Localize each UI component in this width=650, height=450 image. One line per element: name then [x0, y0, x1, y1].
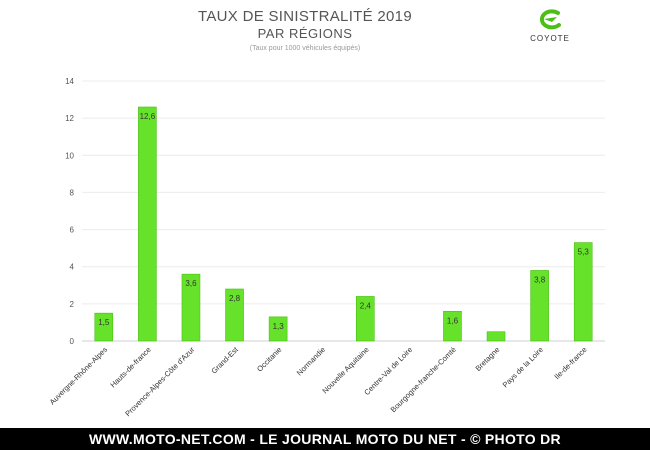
- bar-chart: 0 2 4 6 8 10 12 14 1,5 12,6 3,6 2,8 1,3 2,4 1,6 3,8 5,3…: [48, 77, 605, 418]
- data-label: 1,5: [98, 318, 110, 327]
- bar: [138, 106, 157, 342]
- y-tick-label: 2: [70, 300, 75, 309]
- data-label: 5,3: [578, 248, 590, 257]
- data-label: 2,8: [229, 294, 241, 303]
- x-tick-label: Grand-Est: [209, 344, 240, 375]
- y-tick-label: 8: [70, 188, 75, 197]
- coyote-logo-icon: [539, 9, 561, 30]
- y-tick-label: 0: [70, 337, 75, 346]
- coyote-logo: COYOTE: [520, 8, 580, 43]
- x-axis-labels: Auvergne-Rhône-Alpes Hauts-de-franceProve…: [48, 344, 589, 418]
- bar: [355, 296, 375, 342]
- x-tick-label: Normandie: [295, 345, 327, 377]
- data-label: 3,6: [185, 279, 197, 288]
- chart-header: TAUX DE SINISTRALITÉ 2019 PAR RÉGIONS (T…: [0, 8, 610, 55]
- footer-banner: WWW.MOTO-NET.COM - LE JOURNAL MOTO DU NE…: [0, 428, 650, 450]
- bar: [181, 273, 201, 342]
- bar: [94, 312, 114, 342]
- bar: [573, 242, 593, 342]
- bars: 1,5 12,6 3,6 2,8 1,3 2,4 1,6 3,8 5,3: [94, 106, 593, 342]
- bar: [486, 331, 506, 342]
- chart-title: TAUX DE SINISTRALITÉ 2019: [198, 8, 412, 25]
- y-tick-label: 12: [65, 114, 74, 123]
- chart-subtitle: PAR RÉGIONS: [257, 26, 353, 41]
- data-label: 2,4: [360, 301, 372, 310]
- bar: [530, 270, 549, 342]
- x-tick-label: Hauts-de-france: [108, 345, 152, 389]
- bar: [225, 288, 244, 342]
- y-tick-label: 4: [70, 263, 75, 272]
- y-tick-label: 6: [70, 226, 75, 235]
- x-tick-label: Bretagne: [474, 345, 502, 373]
- coyote-logo-text: COYOTE: [530, 34, 570, 43]
- y-tick-label: 14: [65, 77, 74, 86]
- bar: [443, 310, 462, 342]
- data-label: 1,3: [273, 322, 285, 331]
- x-tick-label: Nouvelle Aquitaine: [320, 345, 370, 395]
- data-label: 1,6: [447, 316, 459, 325]
- chart-note: (Taux pour 1000 véhicules équipés): [249, 45, 361, 52]
- data-label: 3,8: [534, 275, 546, 284]
- x-tick-label: Ile-de-france: [552, 345, 588, 381]
- x-tick-label: Provence-Alpes-Côte d'Azur: [123, 345, 196, 418]
- data-label: 12,6: [140, 112, 156, 121]
- grid-lines: [82, 80, 605, 342]
- x-tick-label: Occitanie: [255, 345, 283, 373]
- x-tick-label: Pays de la Loire: [501, 345, 545, 389]
- y-tick-label: 10: [65, 151, 74, 160]
- bar: [268, 316, 288, 342]
- x-tick-label: Auvergne-Rhône-Alpes: [48, 345, 110, 407]
- y-axis-ticks: 0 2 4 6 8 10 12 14: [65, 77, 74, 346]
